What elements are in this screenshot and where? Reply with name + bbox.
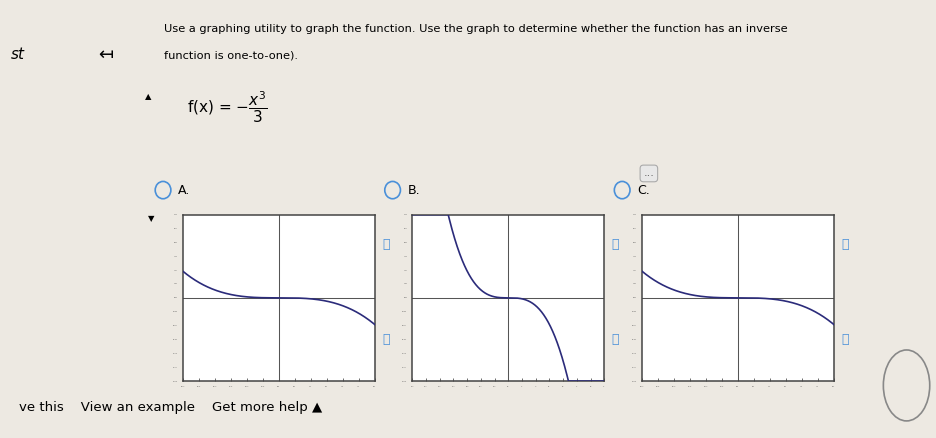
Text: ▼: ▼ (148, 215, 154, 223)
Text: st: st (11, 47, 25, 62)
Text: f(x) = $-\dfrac{x^3}{3}$: f(x) = $-\dfrac{x^3}{3}$ (187, 90, 268, 125)
Text: 🔎: 🔎 (841, 333, 848, 346)
Text: 🔎: 🔎 (611, 333, 619, 346)
Text: function is one-to-one).: function is one-to-one). (164, 50, 298, 60)
Text: 🔍: 🔍 (841, 238, 848, 251)
Text: ▲: ▲ (145, 92, 152, 101)
Text: ...: ... (643, 169, 653, 178)
Text: 🔎: 🔎 (382, 333, 389, 346)
Text: C.: C. (636, 184, 650, 197)
Text: Use a graphing utility to graph the function. Use the graph to determine whether: Use a graphing utility to graph the func… (164, 24, 787, 34)
Text: ↤: ↤ (98, 46, 113, 64)
Text: B.: B. (407, 184, 419, 197)
Text: ve this    View an example    Get more help ▲: ve this View an example Get more help ▲ (19, 401, 322, 414)
Text: 🔍: 🔍 (382, 238, 389, 251)
Text: 🔍: 🔍 (611, 238, 619, 251)
Text: A.: A. (178, 184, 190, 197)
